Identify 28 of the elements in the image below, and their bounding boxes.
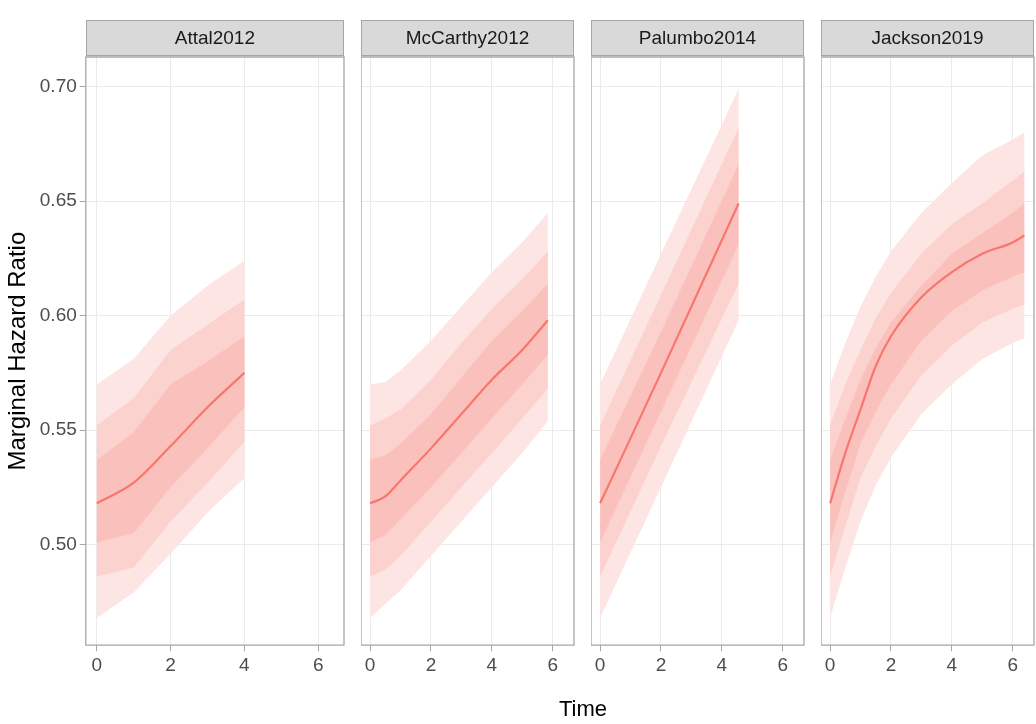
- x-tick-label: 2: [165, 653, 176, 675]
- y-tick-label: 0.70: [39, 74, 77, 96]
- x-tick-label: 2: [425, 653, 437, 675]
- x-tick-label: 4: [716, 653, 728, 675]
- x-tick-label: 0: [594, 653, 606, 675]
- chart-title: Palumbo2014: [591, 20, 804, 56]
- y-tick-label: 0.50: [39, 532, 77, 554]
- x-tick-label: 2: [655, 653, 667, 675]
- x-tick-label: 0: [824, 653, 836, 675]
- y-tick-label: 0.65: [39, 189, 77, 211]
- x-tick-label: 6: [777, 653, 788, 675]
- chart-title: McCarthy2012: [361, 20, 574, 56]
- chart-title: Jackson2019: [821, 20, 1034, 56]
- x-tick-label: 6: [312, 653, 324, 675]
- x-tick-label: 4: [239, 653, 251, 675]
- x-tick-label: 0: [364, 653, 376, 675]
- x-tick-label: 6: [1007, 653, 1018, 675]
- y-tick-label: 0.60: [39, 303, 77, 325]
- x-tick-label: 0: [91, 653, 103, 675]
- line-series: [95, 371, 246, 505]
- x-tick-label: 6: [547, 653, 558, 675]
- x-tick-label: 4: [486, 653, 498, 675]
- y-axis-title: Marginal Hazard Ratio: [3, 231, 31, 471]
- y-tick-label: 0.55: [39, 418, 77, 440]
- x-tick-label: 2: [885, 653, 897, 675]
- x-axis-title: Time: [558, 696, 608, 722]
- x-tick-label: 4: [946, 653, 958, 675]
- chart-title: Attal2012: [85, 20, 344, 56]
